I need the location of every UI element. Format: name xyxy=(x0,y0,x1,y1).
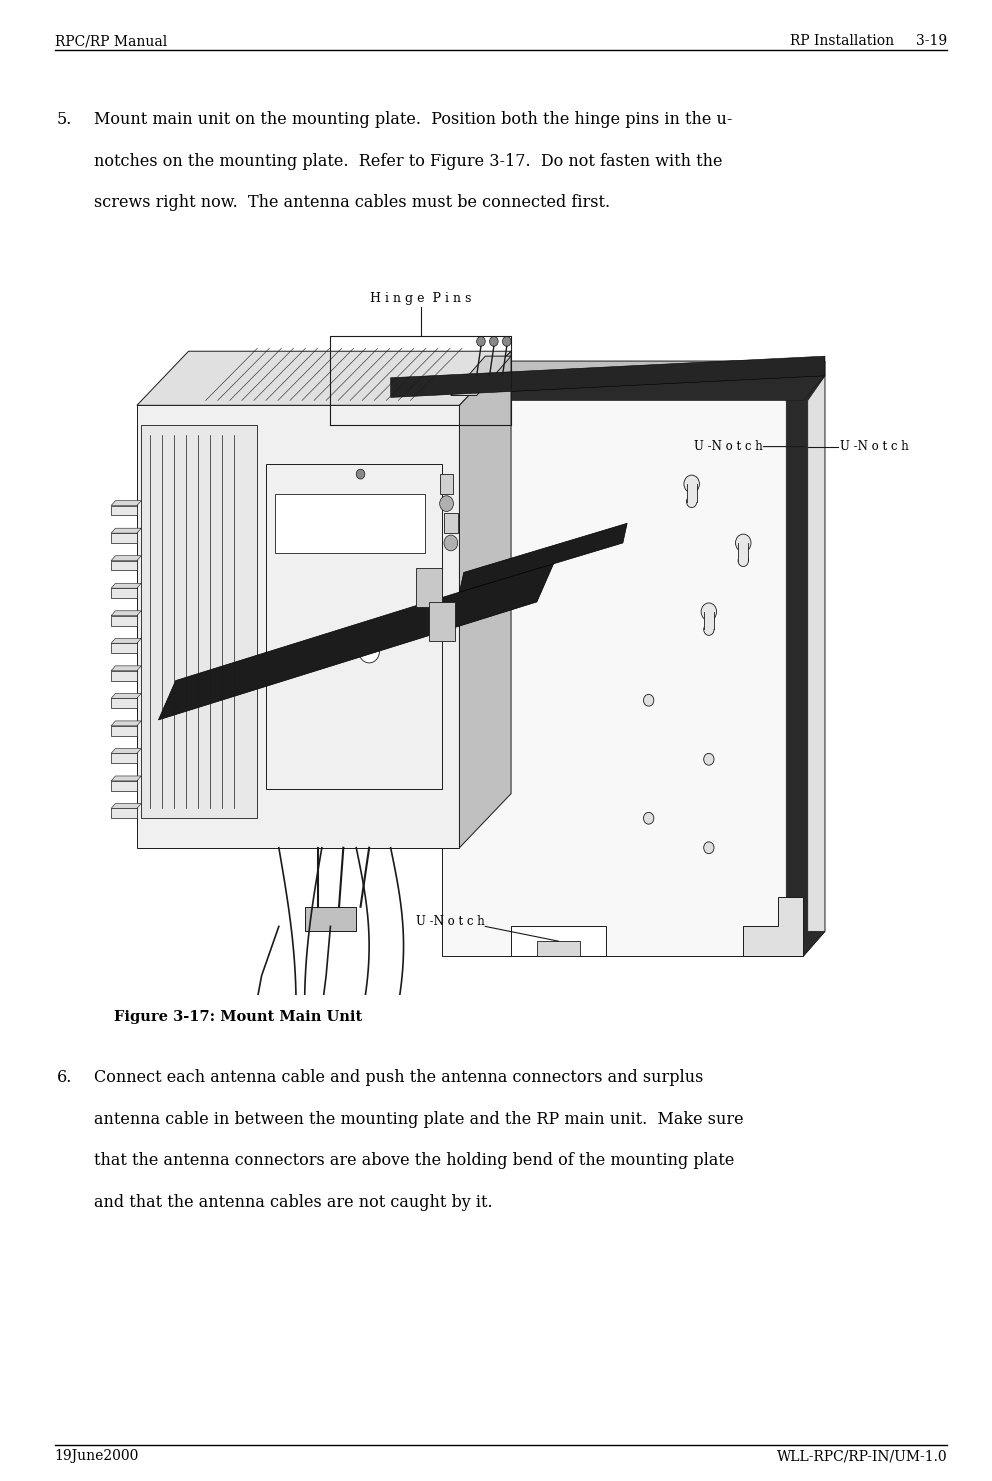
Ellipse shape xyxy=(284,1133,309,1143)
Text: RP Installation     3-19: RP Installation 3-19 xyxy=(791,34,947,47)
Polygon shape xyxy=(111,638,141,643)
Polygon shape xyxy=(537,940,580,955)
Polygon shape xyxy=(442,361,825,385)
Polygon shape xyxy=(111,561,137,570)
Polygon shape xyxy=(111,529,141,533)
Polygon shape xyxy=(743,897,804,955)
Polygon shape xyxy=(111,780,137,791)
Ellipse shape xyxy=(241,1114,265,1123)
Text: 5.: 5. xyxy=(57,111,71,127)
Circle shape xyxy=(356,469,365,478)
Circle shape xyxy=(735,535,751,552)
Polygon shape xyxy=(459,351,511,847)
Polygon shape xyxy=(804,361,825,955)
Polygon shape xyxy=(450,355,511,395)
Text: and that the antenna cables are not caught by it.: and that the antenna cables are not caug… xyxy=(94,1194,493,1210)
Polygon shape xyxy=(111,555,141,561)
Polygon shape xyxy=(111,671,137,681)
Circle shape xyxy=(439,496,453,511)
Polygon shape xyxy=(111,666,141,671)
Text: notches on the mounting plate.  Refer to Figure 3-17.  Do not fasten with the: notches on the mounting plate. Refer to … xyxy=(94,153,723,169)
Polygon shape xyxy=(111,809,137,818)
Polygon shape xyxy=(318,1099,342,1129)
Circle shape xyxy=(644,813,654,823)
Polygon shape xyxy=(137,351,511,406)
Polygon shape xyxy=(111,748,141,754)
Polygon shape xyxy=(111,699,137,708)
Polygon shape xyxy=(111,804,141,809)
Polygon shape xyxy=(275,493,425,552)
Circle shape xyxy=(644,695,654,706)
Text: Mount main unit on the mounting plate.  Position both the hinge pins in the u-: Mount main unit on the mounting plate. P… xyxy=(94,111,733,127)
Text: Figure 3-17: Mount Main Unit: Figure 3-17: Mount Main Unit xyxy=(114,1010,362,1023)
Polygon shape xyxy=(417,567,442,607)
Polygon shape xyxy=(111,726,137,736)
Text: 19June2000: 19June2000 xyxy=(55,1450,139,1463)
Circle shape xyxy=(703,624,714,635)
Text: U -N o t c h: U -N o t c h xyxy=(839,440,909,453)
Circle shape xyxy=(359,640,380,663)
Text: that the antenna connectors are above the holding bend of the mounting plate: that the antenna connectors are above th… xyxy=(94,1152,735,1169)
Polygon shape xyxy=(430,601,455,641)
Polygon shape xyxy=(111,584,141,588)
Circle shape xyxy=(683,475,699,493)
Bar xyxy=(686,484,696,502)
Circle shape xyxy=(686,496,696,508)
Text: screws right now.  The antenna cables must be connected first.: screws right now. The antenna cables mus… xyxy=(94,194,610,210)
Polygon shape xyxy=(284,1108,309,1137)
Polygon shape xyxy=(442,385,804,955)
Circle shape xyxy=(476,336,485,347)
Text: U -N o t c h: U -N o t c h xyxy=(694,440,763,453)
Circle shape xyxy=(703,841,714,853)
Polygon shape xyxy=(141,425,257,818)
Polygon shape xyxy=(111,501,141,505)
Polygon shape xyxy=(111,505,137,515)
Polygon shape xyxy=(787,376,825,955)
Polygon shape xyxy=(450,376,825,400)
Polygon shape xyxy=(111,610,141,616)
Bar xyxy=(444,514,457,533)
Polygon shape xyxy=(111,693,141,699)
Text: H i n g e  P i n s: H i n g e P i n s xyxy=(370,292,471,305)
Polygon shape xyxy=(391,355,825,397)
Polygon shape xyxy=(111,754,137,763)
Text: antenna cable in between the mounting plate and the RP main unit.  Make sure: antenna cable in between the mounting pl… xyxy=(94,1111,744,1127)
Polygon shape xyxy=(459,523,627,592)
Polygon shape xyxy=(305,906,356,932)
Circle shape xyxy=(738,555,748,567)
Circle shape xyxy=(503,336,511,347)
Polygon shape xyxy=(111,721,141,726)
Polygon shape xyxy=(111,616,137,625)
Polygon shape xyxy=(511,927,606,955)
Circle shape xyxy=(444,535,457,551)
Bar xyxy=(738,544,748,561)
Ellipse shape xyxy=(284,1103,309,1114)
Text: 6.: 6. xyxy=(57,1069,71,1086)
Ellipse shape xyxy=(318,1123,342,1133)
Polygon shape xyxy=(111,776,141,780)
Text: WLL-RPC/RP-IN/UM-1.0: WLL-RPC/RP-IN/UM-1.0 xyxy=(777,1450,947,1463)
Ellipse shape xyxy=(241,1084,265,1093)
Circle shape xyxy=(703,754,714,766)
Bar xyxy=(439,474,453,493)
Circle shape xyxy=(489,336,498,347)
Ellipse shape xyxy=(318,1093,342,1103)
Text: U -N o t c h: U -N o t c h xyxy=(417,915,485,929)
Polygon shape xyxy=(137,406,459,847)
Text: Connect each antenna cable and push the antenna connectors and surplus: Connect each antenna cable and push the … xyxy=(94,1069,703,1086)
Polygon shape xyxy=(111,533,137,544)
Bar xyxy=(703,612,714,629)
Polygon shape xyxy=(241,1089,265,1118)
Polygon shape xyxy=(111,588,137,598)
Polygon shape xyxy=(159,563,555,720)
Polygon shape xyxy=(111,643,137,653)
Polygon shape xyxy=(266,464,442,789)
Text: RPC/RP Manual: RPC/RP Manual xyxy=(55,34,167,47)
Circle shape xyxy=(701,603,716,621)
